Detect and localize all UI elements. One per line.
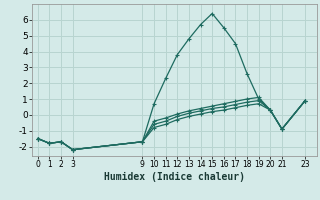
- X-axis label: Humidex (Indice chaleur): Humidex (Indice chaleur): [104, 172, 245, 182]
